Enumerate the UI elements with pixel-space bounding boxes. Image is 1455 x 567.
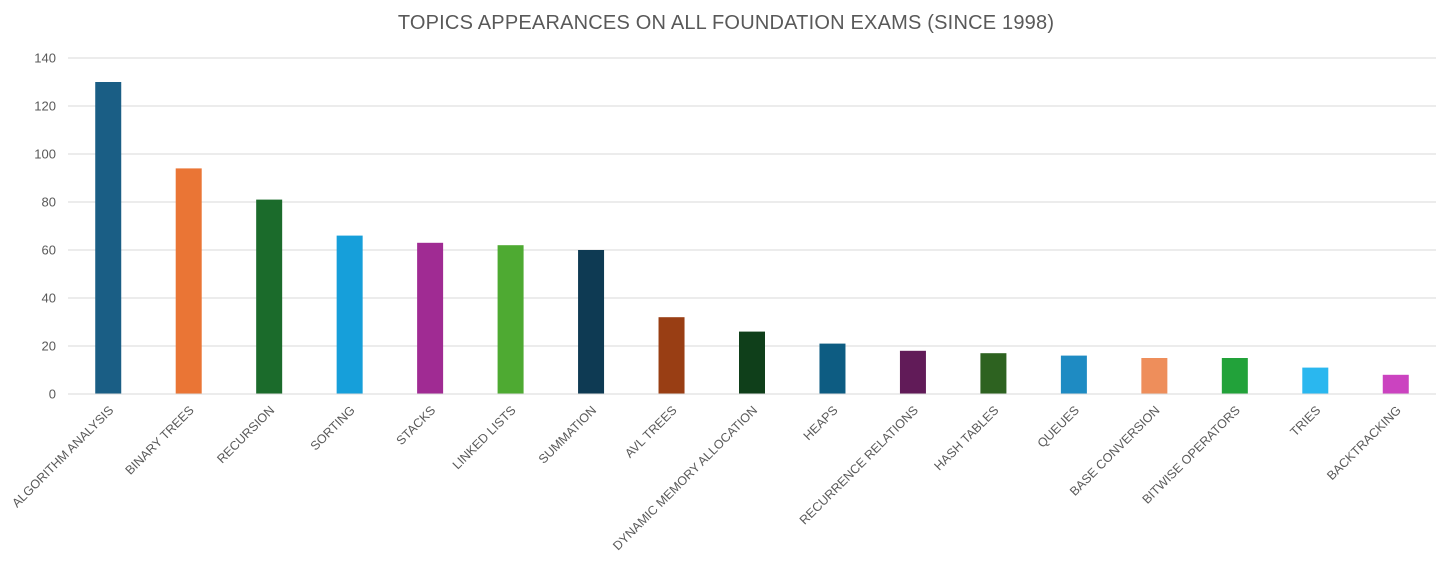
bar-recurrence-relations: [899, 350, 926, 394]
bar-bitwise-operators: [1221, 358, 1248, 394]
bar-base-conversion: [1141, 358, 1168, 394]
bar-algorithm-analysis: [95, 82, 122, 394]
y-tick-label: 20: [42, 339, 56, 354]
x-category-label: LINKED LISTS: [450, 403, 519, 472]
x-category-label: BACKTRACKING: [1324, 403, 1404, 483]
bar-backtracking: [1382, 374, 1409, 394]
bar-stacks: [417, 242, 444, 394]
x-category-label: RECURSION: [214, 403, 277, 466]
bar-tries: [1302, 367, 1329, 394]
bar-sorting: [336, 235, 363, 394]
bar-hash-tables: [980, 353, 1007, 394]
y-axis-tick-labels: 0 20 40 60 80 100 120 140: [34, 51, 56, 402]
x-category-label: HASH TABLES: [932, 403, 1002, 473]
y-tick-label: 0: [49, 387, 56, 402]
bar-avl-trees: [658, 317, 685, 394]
bars: [95, 82, 1409, 394]
x-category-label: BINARY TREES: [123, 403, 197, 477]
x-category-label: AVL TREES: [622, 403, 679, 460]
chart-title: TOPICS APPEARANCES ON ALL FOUNDATION EXA…: [397, 12, 1055, 34]
y-tick-label: 40: [42, 291, 56, 306]
y-tick-label: 60: [42, 243, 56, 258]
x-category-label: QUEUES: [1035, 403, 1082, 450]
x-category-label: BASE CONVERSION: [1067, 403, 1162, 498]
bar-linked-lists: [497, 245, 524, 394]
bar-summation: [578, 250, 605, 394]
bar-recursion: [256, 199, 283, 394]
x-category-label: TRIES: [1287, 403, 1323, 439]
y-tick-label: 120: [34, 99, 56, 114]
y-tick-label: 80: [42, 195, 56, 210]
x-axis-category-labels: ALGORITHM ANALYSIS BINARY TREES RECURSION S…: [9, 403, 1404, 553]
x-category-label: DYNAMIC MEMORY ALLOCATION: [610, 403, 760, 553]
y-tick-label: 140: [34, 51, 56, 66]
x-category-label: STACKS: [394, 403, 439, 448]
x-category-label: SORTING: [308, 403, 358, 453]
x-category-label: SUMMATION: [536, 403, 599, 466]
bar-binary-trees: [175, 168, 202, 394]
bar-queues: [1060, 355, 1087, 394]
bar-dynamic-memory-allocation: [739, 331, 765, 394]
x-category-label: ALGORITHM ANALYSIS: [9, 403, 116, 510]
bar-heaps: [819, 343, 846, 394]
x-category-label: HEAPS: [801, 403, 841, 443]
y-tick-label: 100: [34, 147, 56, 162]
